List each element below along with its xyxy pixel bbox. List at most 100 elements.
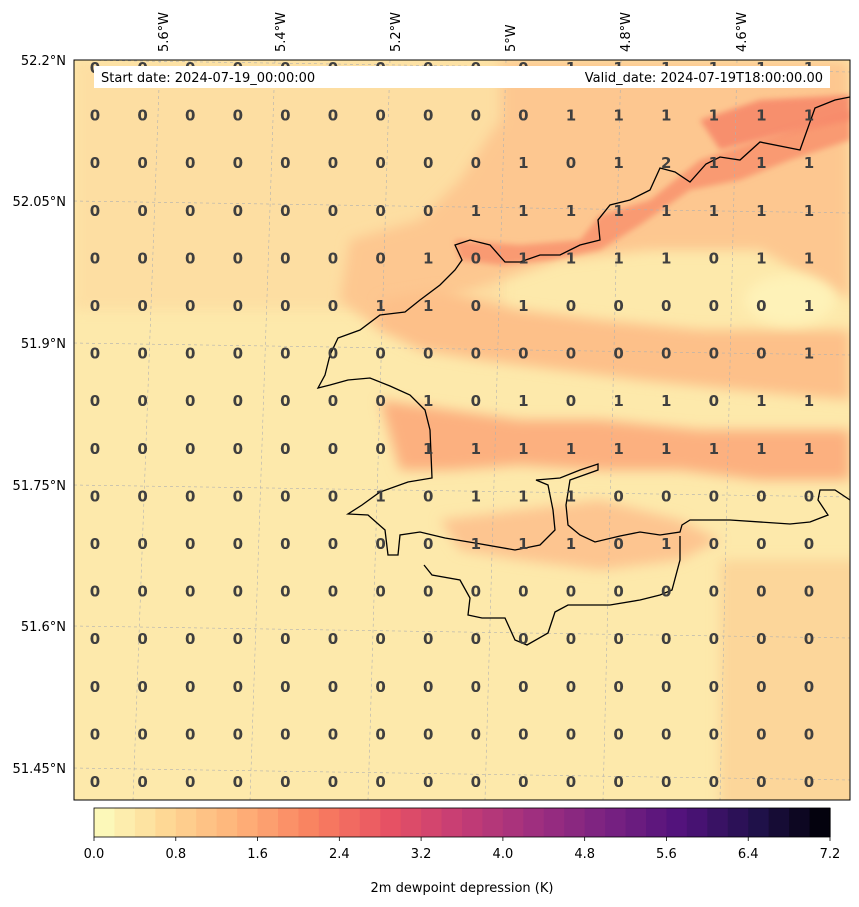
grid-value: 0 — [90, 678, 100, 696]
grid-value: 0 — [518, 630, 528, 648]
grid-value: 0 — [137, 249, 147, 267]
grid-value: 0 — [471, 630, 481, 648]
grid-value: 0 — [709, 678, 719, 696]
colorbar-swatch — [155, 808, 177, 837]
grid-value: 1 — [804, 154, 814, 172]
grid-value: 0 — [518, 773, 528, 791]
grid-value: 1 — [661, 535, 671, 553]
grid-value: 0 — [804, 630, 814, 648]
grid-value: 0 — [661, 678, 671, 696]
grid-value: 0 — [375, 107, 385, 125]
grid-value: 0 — [756, 773, 766, 791]
lon-label-4.8W: 4.8°W — [619, 12, 634, 52]
grid-value: 0 — [471, 583, 481, 601]
colorbar-swatches — [94, 808, 831, 837]
grid-value: 0 — [185, 630, 195, 648]
grid-value: 0 — [90, 392, 100, 410]
grid-value: 0 — [661, 773, 671, 791]
grid-value: 0 — [233, 440, 243, 458]
latitude-labels: 52.2°N 52.05°N 51.9°N 51.75°N 51.6°N 51.… — [13, 54, 66, 777]
colorbar-swatch — [400, 808, 422, 837]
grid-value: 0 — [328, 297, 338, 315]
colorbar-swatch — [441, 808, 463, 837]
grid-value: 0 — [518, 107, 528, 125]
colorbar-frame — [93, 807, 831, 838]
grid-value: 1 — [804, 107, 814, 125]
colorbar-swatch — [727, 808, 749, 837]
grid-value: 0 — [185, 345, 195, 363]
colorbar-title: 2m dewpoint depression (K) — [371, 881, 554, 896]
colorbar-swatch — [809, 808, 831, 837]
colorbar-swatch — [94, 808, 116, 837]
colorbar-tick-label: 7.2 — [820, 847, 841, 862]
colorbar-swatch — [564, 808, 586, 837]
grid-value: 0 — [566, 392, 576, 410]
grid-value: 0 — [756, 583, 766, 601]
grid-value: 0 — [471, 725, 481, 743]
grid-value: 0 — [280, 583, 290, 601]
colorbar-swatch — [768, 808, 790, 837]
grid-value: 0 — [185, 297, 195, 315]
grid-value: 1 — [804, 249, 814, 267]
grid-value: 0 — [375, 345, 385, 363]
grid-value: 0 — [423, 107, 433, 125]
grid-value: 0 — [471, 773, 481, 791]
colorbar-tick-label: 2.4 — [329, 847, 350, 862]
grid-value: 1 — [518, 249, 528, 267]
grid-value: 0 — [375, 202, 385, 220]
grid-value: 0 — [566, 725, 576, 743]
grid-value: 0 — [709, 487, 719, 505]
colorbar-swatch — [605, 808, 627, 837]
grid-value: 0 — [566, 583, 576, 601]
lat-label-51.45N: 51.45°N — [13, 762, 66, 777]
grid-value: 1 — [518, 297, 528, 315]
grid-value: 0 — [233, 154, 243, 172]
grid-value: 0 — [756, 345, 766, 363]
grid-value: 1 — [375, 297, 385, 315]
grid-value: 1 — [566, 535, 576, 553]
grid-value: 1 — [613, 107, 623, 125]
grid-value: 1 — [423, 249, 433, 267]
grid-value: 0 — [328, 154, 338, 172]
grid-value: 0 — [709, 392, 719, 410]
grid-value: 0 — [185, 249, 195, 267]
grid-value: 0 — [185, 725, 195, 743]
grid-value: 1 — [518, 392, 528, 410]
grid-value: 0 — [328, 202, 338, 220]
grid-value: 1 — [709, 202, 719, 220]
coastline — [316, 96, 850, 646]
grid-value: 1 — [423, 297, 433, 315]
grid-value: 0 — [423, 773, 433, 791]
grid-value: 1 — [423, 440, 433, 458]
grid-value: 0 — [90, 583, 100, 601]
grid-value: 0 — [233, 249, 243, 267]
field-mid-band — [380, 290, 850, 400]
grid-value: 0 — [709, 773, 719, 791]
longitude-labels: 5.6°W 5.4°W 5.2°W 5°W 4.8°W 4.6°W — [157, 12, 750, 52]
grid-value: 0 — [328, 583, 338, 601]
grid-value: 0 — [566, 345, 576, 363]
grid-value: 0 — [566, 297, 576, 315]
grid-value: 0 — [185, 487, 195, 505]
colorbar: 0.0 0.8 1.6 2.4 3.2 4.0 4.8 5.6 6.4 7.2 2m dewpoi… — [84, 807, 841, 896]
grid-value: 0 — [233, 678, 243, 696]
grid-value: 0 — [185, 202, 195, 220]
grid-value: 1 — [661, 392, 671, 410]
grid-value: 0 — [804, 678, 814, 696]
colorbar-swatch — [380, 808, 402, 837]
colorbar-swatch — [748, 808, 770, 837]
grid-value: 0 — [328, 107, 338, 125]
grid-value: 0 — [613, 583, 623, 601]
colorbar-tick-label: 3.2 — [411, 847, 432, 862]
grid-value: 0 — [280, 392, 290, 410]
grid-value: 1 — [375, 487, 385, 505]
grid-value: 1 — [613, 154, 623, 172]
grid-value: 0 — [280, 678, 290, 696]
field-warm-se — [720, 560, 850, 800]
lon-label-4.6W: 4.6°W — [735, 12, 750, 52]
grid-value: 0 — [90, 630, 100, 648]
grid-value: 0 — [233, 630, 243, 648]
grid-value: 0 — [613, 345, 623, 363]
colorbar-swatch — [666, 808, 688, 837]
colorbar-swatch — [339, 808, 361, 837]
